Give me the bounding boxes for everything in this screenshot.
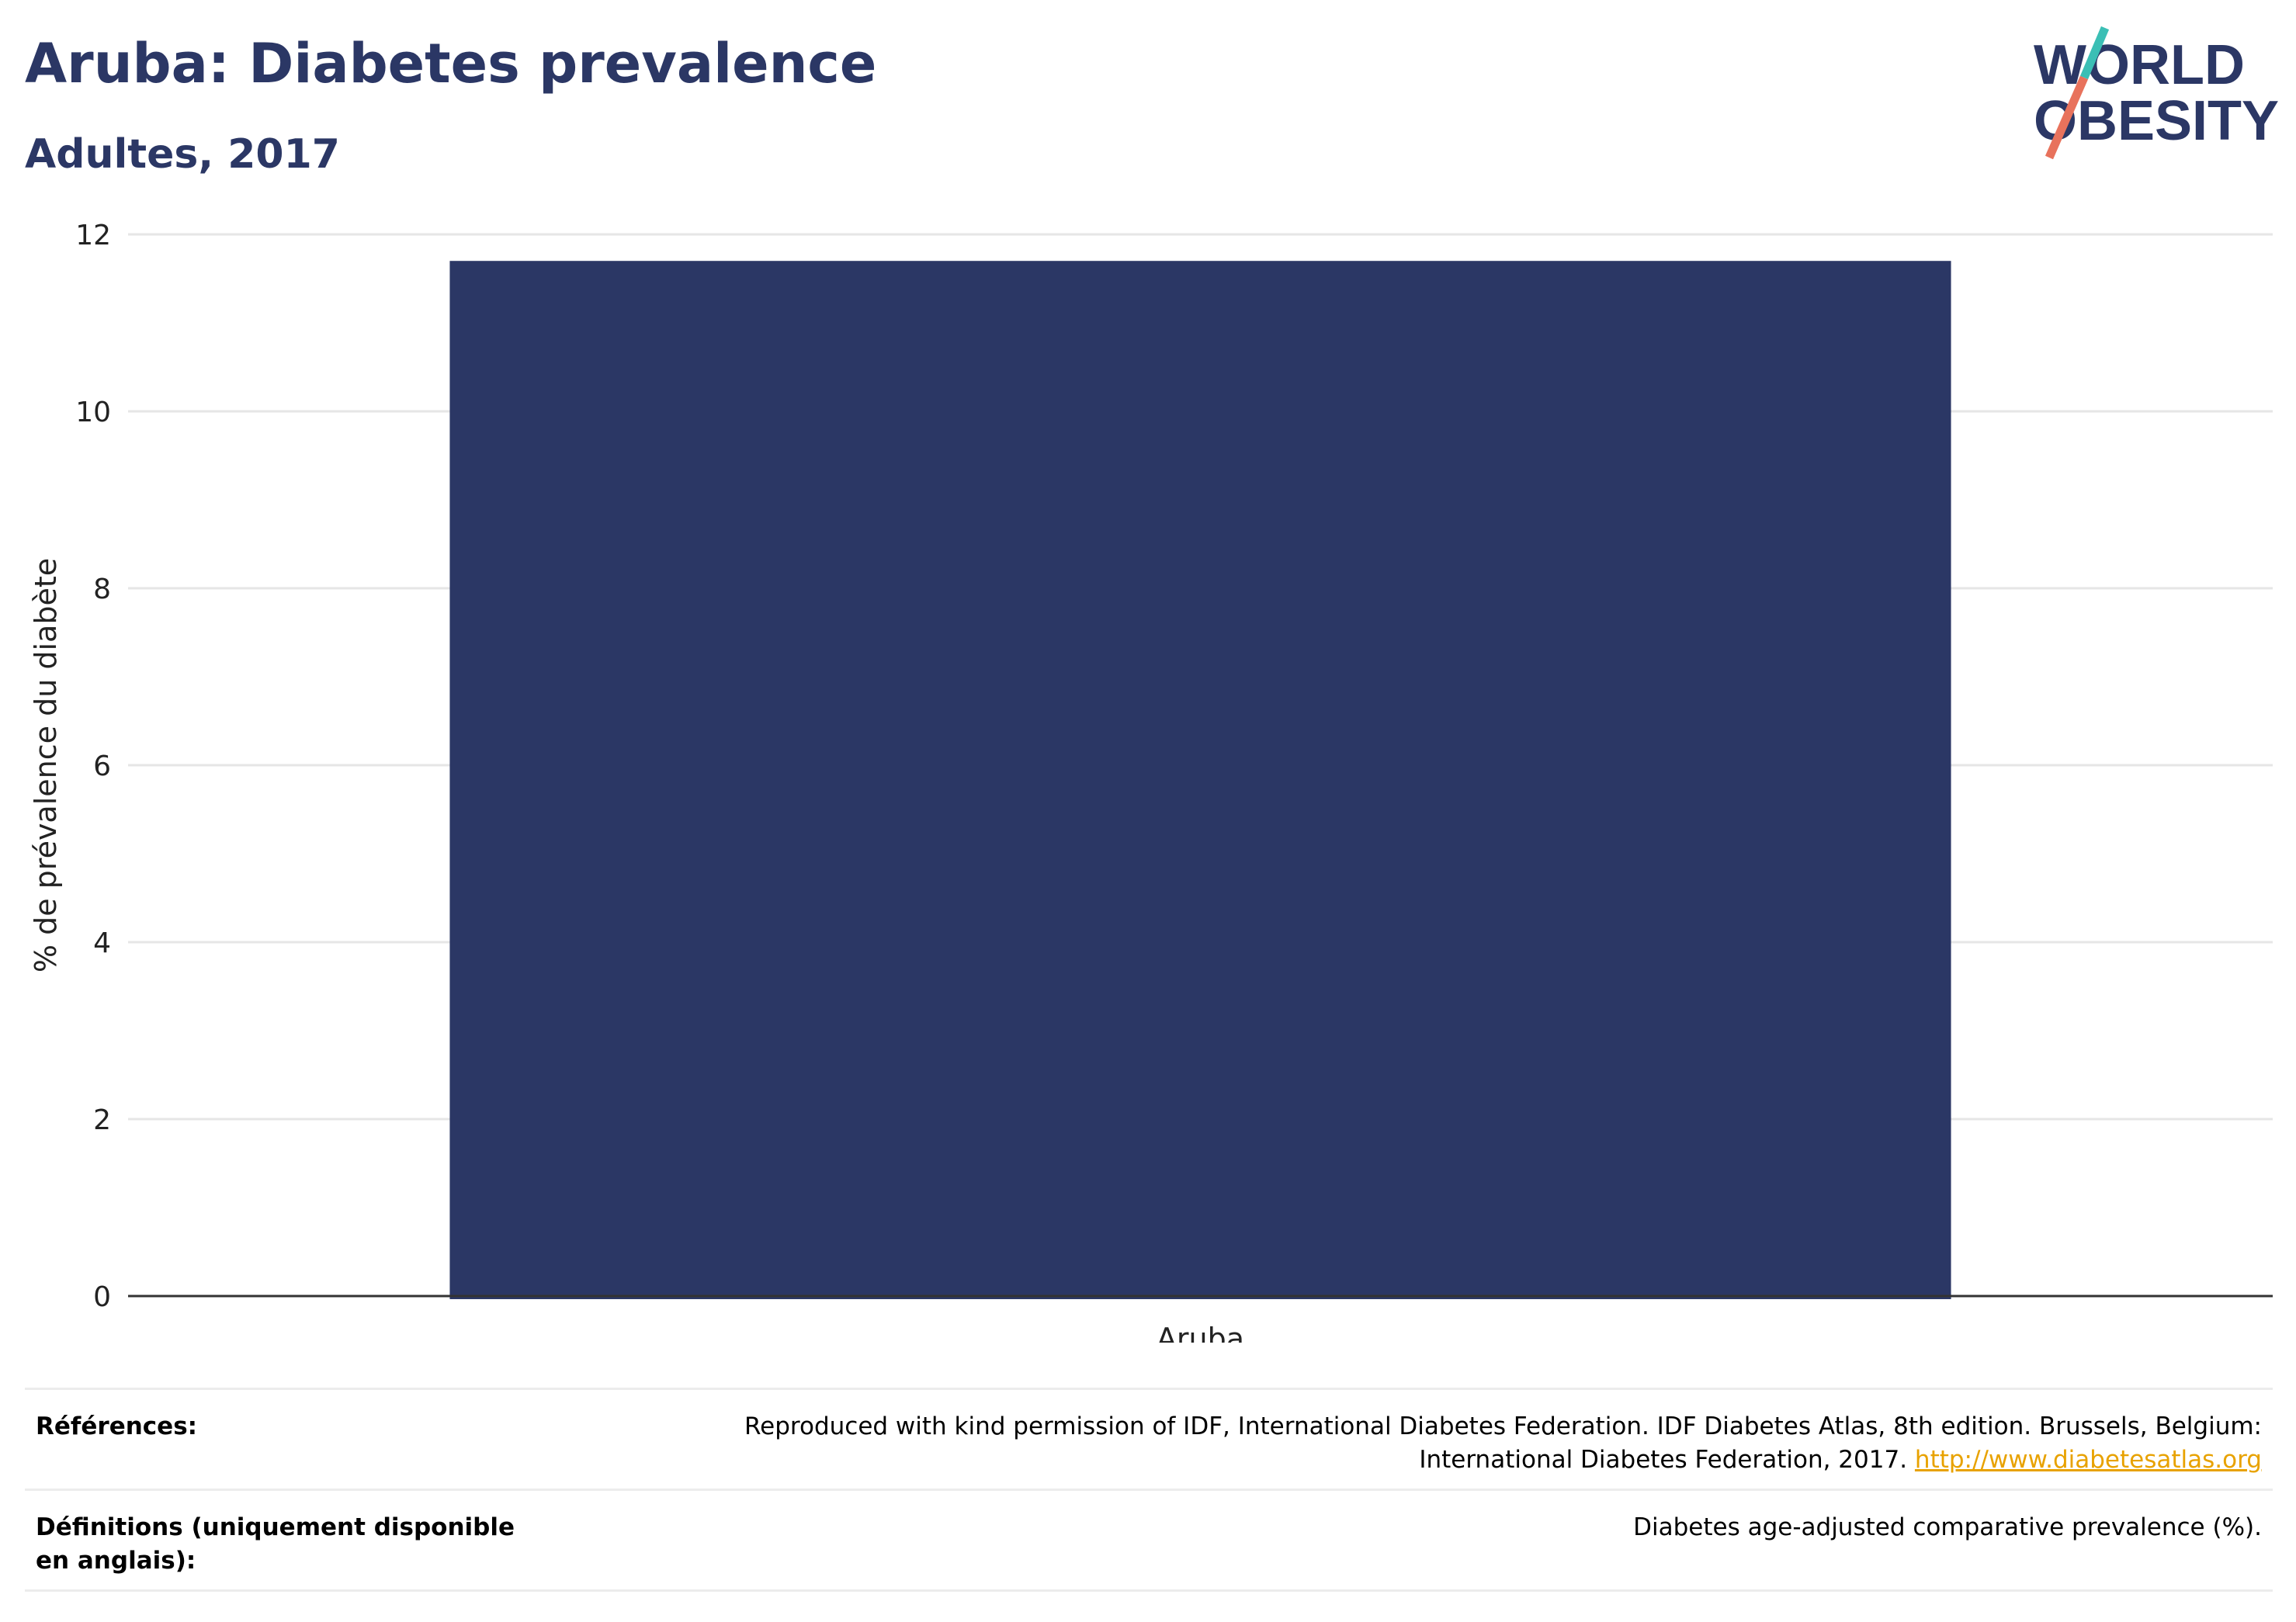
- logo-world-text: WORLD: [2034, 34, 2245, 96]
- chart-title: Aruba: Diabetes prevalence: [25, 32, 877, 95]
- world-obesity-logo: WORLD OBESITY: [2034, 26, 2279, 160]
- y-tick-label: 10: [75, 397, 111, 428]
- bar-chart: 0 2 4 6 8 10 12 Aruba % de prévalence du diabè…: [29, 220, 2273, 1343]
- bar-aruba: [449, 261, 1951, 1300]
- references-table: Références: Reproduced with kind permiss…: [25, 1388, 2273, 1592]
- x-tick-label: Aruba: [1157, 1322, 1244, 1343]
- logo-slash-bottom: [2045, 75, 2089, 160]
- y-tick-label: 12: [75, 220, 111, 251]
- references-link[interactable]: http://www.diabetesatlas.org: [1914, 1446, 2262, 1475]
- y-tick-labels: 0 2 4 6 8 10 12: [75, 220, 111, 1313]
- references-text: Reproduced with kind permission of IDF, …: [744, 1412, 2262, 1475]
- y-tick-label: 0: [93, 1281, 111, 1313]
- definitions-text: Diabetes age-adjusted comparative preval…: [1633, 1513, 2262, 1541]
- logo-slash-top: [2079, 26, 2110, 80]
- chart-subtitle: Adultes, 2017: [25, 131, 340, 178]
- references-label: Références:: [36, 1412, 198, 1440]
- y-tick-label: 4: [93, 927, 111, 959]
- references-text-block: Reproduced with kind permission of IDF, …: [709, 1410, 2262, 1478]
- x-tick-labels: Aruba: [1157, 1322, 1244, 1343]
- definitions-row: Définitions (uniquement disponible en an…: [25, 1488, 2273, 1592]
- bars: [449, 261, 1951, 1300]
- y-tick-label: 6: [93, 750, 111, 782]
- definitions-label: Définitions (uniquement disponible en an…: [36, 1513, 515, 1575]
- y-axis-title: % de prévalence du diabète: [29, 558, 63, 972]
- references-row: Références: Reproduced with kind permiss…: [25, 1388, 2273, 1489]
- y-tick-label: 2: [93, 1104, 111, 1136]
- y-tick-label: 8: [93, 574, 111, 605]
